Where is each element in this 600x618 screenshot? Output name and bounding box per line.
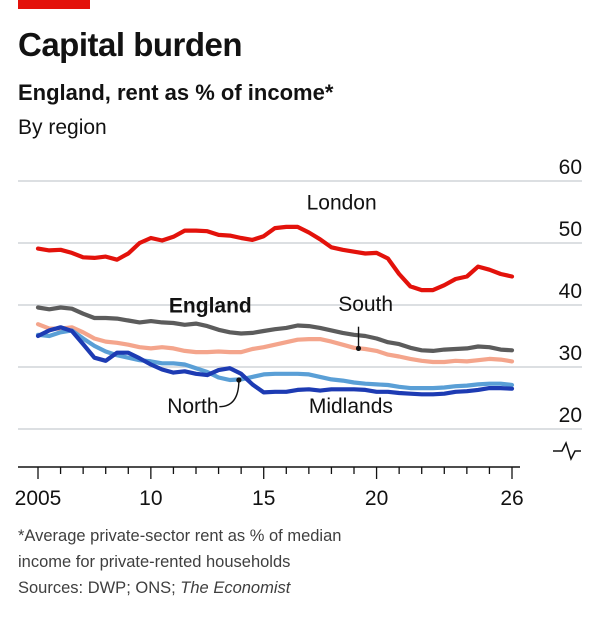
brand-red-bar [18, 0, 90, 9]
series-line-london [35, 224, 515, 293]
series-label-midlands: Midlands [309, 395, 393, 418]
x-tick-label-2005: 2005 [15, 487, 62, 510]
y-tick-label-30: 30 [559, 342, 582, 365]
series-label-north: North [167, 395, 218, 418]
footnote-line-1: *Average private-sector rent as % of med… [18, 527, 342, 545]
footnote-line-2: income for private-rented households [18, 553, 291, 571]
y-tick-label-20: 20 [559, 404, 582, 427]
axis-break-icon [553, 441, 581, 461]
x-tick-label-10: 10 [139, 487, 162, 510]
y-tick-label-60: 60 [559, 156, 582, 179]
leader-dot-north [236, 377, 242, 383]
sources-note: Sources: DWP; ONS; The Economist [18, 579, 290, 598]
series-line-south [35, 322, 515, 365]
series-line-midlands [35, 325, 515, 397]
leader-line-north [219, 380, 240, 408]
chart-subsubtitle: By region [18, 116, 107, 139]
y-tick-label-50: 50 [559, 218, 582, 241]
chart-subtitle: England, rent as % of income* [18, 80, 334, 105]
sources-prefix: Sources: DWP; ONS; [18, 579, 181, 597]
x-tick-label-26: 26 [500, 487, 523, 510]
x-tick-label-20: 20 [365, 487, 388, 510]
line-chart: 20 30 40 50 60 2005 10 15 20 26 London England South… [15, 156, 582, 510]
x-tick-label-15: 15 [252, 487, 275, 510]
sources-italic: The Economist [180, 579, 291, 597]
y-tick-label-40: 40 [559, 280, 582, 303]
series-label-south: South [338, 293, 393, 316]
leader-dot-south [355, 345, 362, 351]
series-label-england: England [169, 294, 252, 317]
chart-title: Capital burden [18, 26, 243, 63]
series-line-england [35, 305, 515, 353]
series-label-london: London [307, 192, 377, 215]
